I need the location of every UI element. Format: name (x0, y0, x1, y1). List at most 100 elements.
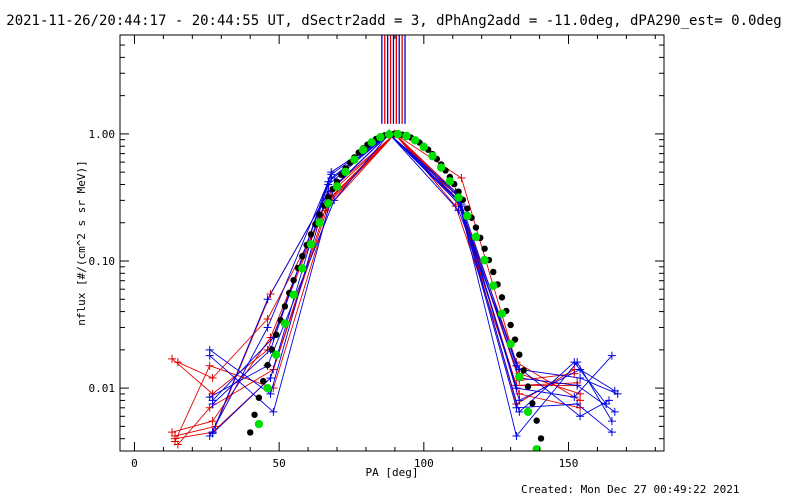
x-tick-label: 150 (559, 457, 579, 470)
data-point (266, 389, 275, 398)
fit-point (520, 367, 527, 374)
fit-point (273, 331, 280, 338)
x-tick-label: 0 (131, 457, 138, 470)
series-line (209, 133, 613, 433)
series-line (212, 133, 618, 433)
data-point (512, 431, 521, 440)
y-tick-label: 0.01 (89, 382, 116, 395)
fit-point (523, 407, 533, 417)
fit-point (307, 231, 315, 238)
fit-point (455, 188, 462, 195)
fit-point (325, 193, 332, 201)
data-point (512, 384, 521, 393)
y-tick-label: 0.10 (89, 255, 116, 268)
data-point (170, 437, 179, 446)
fit-point (306, 240, 316, 249)
data-point (205, 361, 214, 370)
fit-point (490, 268, 497, 276)
data-series-red (173, 129, 582, 390)
data-point (607, 351, 616, 360)
fit-point (537, 435, 545, 442)
fit-point (542, 454, 548, 460)
series-line (174, 133, 575, 442)
data-point (576, 412, 585, 421)
data-point (208, 399, 217, 408)
fit-point (290, 276, 297, 284)
fit-point (454, 193, 463, 202)
y-axis-label: nflux [#/(cm^2 s sr MeV)] (75, 160, 88, 326)
x-tick-label: 100 (414, 457, 434, 470)
fit-point (410, 136, 420, 145)
fit-point (289, 290, 298, 300)
fit-point (280, 319, 290, 328)
data-point (168, 354, 177, 363)
data-point (208, 428, 217, 437)
data-point (208, 417, 217, 426)
fit-point (298, 264, 307, 273)
fit-point (532, 445, 541, 451)
data-point (613, 389, 622, 398)
fit-point (506, 339, 515, 349)
fit-point (533, 417, 540, 424)
fit-point (524, 383, 532, 390)
fit-point (376, 132, 385, 142)
data-point (605, 396, 614, 405)
fit-point (472, 224, 480, 231)
data-series-blue (208, 129, 611, 416)
data-point (570, 393, 579, 402)
data-series-red (170, 129, 579, 446)
fit-point (489, 281, 498, 290)
data-point (205, 393, 214, 402)
data-point (515, 396, 524, 405)
data-point (576, 374, 585, 383)
fit-point (498, 294, 506, 301)
fit-point (272, 350, 281, 359)
fit-point (384, 130, 394, 139)
fit-point (464, 205, 471, 212)
y-tick-label: 1.00 (89, 128, 116, 141)
data-point (330, 196, 339, 205)
data-point (173, 358, 182, 367)
fit-point (254, 419, 264, 429)
x-axis-label: PA [deg] (366, 466, 419, 479)
fit-point (480, 255, 489, 265)
fit-point (507, 321, 514, 329)
series-line (171, 133, 581, 433)
data-point (573, 399, 582, 408)
fit-point (471, 232, 481, 242)
data-point (570, 358, 579, 367)
data-point (512, 403, 521, 412)
fit-point (402, 131, 411, 141)
fit-point (299, 252, 306, 260)
series-line (212, 133, 616, 434)
fit-point (263, 383, 272, 393)
fit-point (529, 400, 536, 407)
x-tick-label: 50 (273, 457, 286, 470)
plot-frame (119, 34, 665, 452)
fit-point (247, 429, 254, 436)
fit-point (445, 177, 455, 186)
fit-point (251, 411, 258, 418)
data-point (205, 345, 214, 354)
data-point (263, 314, 272, 323)
fit-point (315, 218, 324, 227)
fit-point (393, 129, 402, 139)
fit-point (419, 142, 429, 152)
fit-point (260, 377, 267, 385)
data-point (263, 295, 272, 304)
fit-curve-green (254, 129, 541, 451)
fit-point (463, 211, 472, 221)
data-point (269, 407, 278, 416)
data-point (327, 168, 336, 177)
data-point (515, 407, 524, 416)
fit-point (281, 303, 289, 310)
series-line (177, 133, 578, 386)
fit-point (332, 182, 342, 191)
fit-point (516, 351, 523, 358)
fit-point (497, 309, 507, 318)
chart-title: 2021-11-26/20:44:17 - 20:44:55 UT, dSect… (6, 13, 781, 29)
fit-point (324, 199, 333, 208)
data-point (263, 323, 272, 332)
data-point (573, 381, 582, 390)
